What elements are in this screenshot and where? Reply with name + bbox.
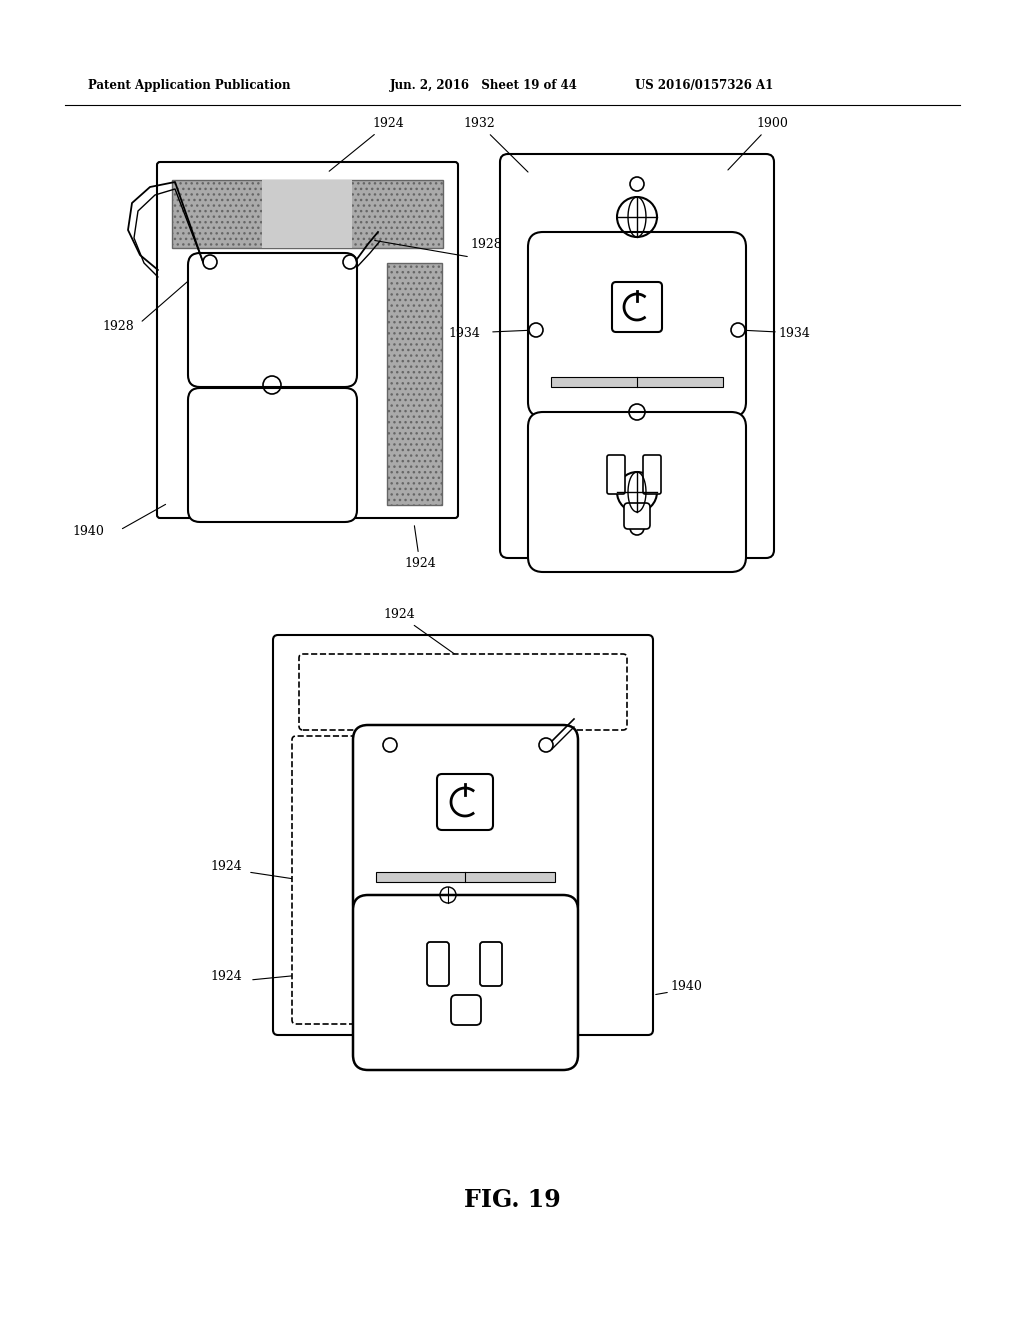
Text: US 2016/0157326 A1: US 2016/0157326 A1: [635, 78, 773, 91]
FancyBboxPatch shape: [273, 635, 653, 1035]
Text: 1944: 1944: [468, 865, 498, 878]
Text: 1924: 1924: [210, 970, 242, 983]
Text: 1942: 1942: [361, 865, 391, 878]
Text: 1900: 1900: [728, 117, 787, 170]
Text: Jun. 2, 2016   Sheet 19 of 44: Jun. 2, 2016 Sheet 19 of 44: [390, 78, 578, 91]
FancyBboxPatch shape: [528, 232, 746, 417]
Text: 1940: 1940: [72, 525, 103, 539]
FancyBboxPatch shape: [612, 282, 662, 333]
FancyBboxPatch shape: [299, 653, 627, 730]
Text: 1928: 1928: [470, 238, 502, 251]
FancyBboxPatch shape: [607, 455, 625, 494]
Bar: [262, 180, 352, 248]
Text: FIG. 19: FIG. 19: [464, 1188, 560, 1212]
Text: 1924: 1924: [210, 861, 242, 873]
Text: 1932: 1932: [463, 117, 528, 172]
Text: 1924: 1924: [329, 117, 403, 172]
Text: 1924: 1924: [404, 525, 436, 570]
Bar: [551, 378, 723, 387]
Text: 1928: 1928: [102, 319, 134, 333]
FancyBboxPatch shape: [292, 737, 365, 1024]
Text: Patent Application Publication: Patent Application Publication: [88, 78, 291, 91]
Bar: [387, 263, 442, 506]
FancyBboxPatch shape: [157, 162, 458, 517]
FancyBboxPatch shape: [451, 995, 481, 1026]
FancyBboxPatch shape: [353, 725, 578, 920]
FancyBboxPatch shape: [528, 412, 746, 572]
FancyBboxPatch shape: [500, 154, 774, 558]
Text: 1942: 1942: [534, 374, 561, 384]
FancyBboxPatch shape: [427, 942, 449, 986]
FancyBboxPatch shape: [624, 503, 650, 529]
FancyBboxPatch shape: [188, 253, 357, 387]
Text: 1940: 1940: [670, 979, 701, 993]
FancyBboxPatch shape: [643, 455, 662, 494]
FancyBboxPatch shape: [188, 388, 357, 521]
FancyBboxPatch shape: [353, 895, 578, 1071]
Text: 1944: 1944: [652, 374, 681, 384]
FancyBboxPatch shape: [480, 942, 502, 986]
FancyBboxPatch shape: [437, 774, 493, 830]
Text: 1924: 1924: [383, 609, 461, 659]
Text: 1934: 1934: [449, 327, 480, 341]
Bar: [172, 180, 443, 248]
Bar: [376, 873, 555, 882]
Text: 1934: 1934: [778, 327, 810, 341]
